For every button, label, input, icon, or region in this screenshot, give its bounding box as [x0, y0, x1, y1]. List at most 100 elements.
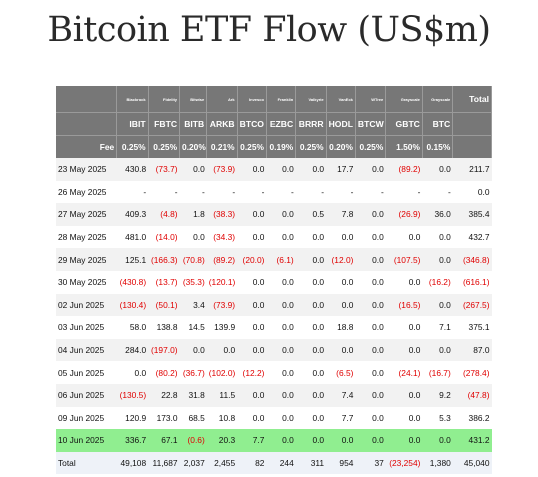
- flow-cell: 7.7: [237, 429, 267, 452]
- row-total-cell: 431.2: [452, 429, 492, 452]
- flow-cell: 5.3: [422, 406, 453, 430]
- flow-cell: 0.0: [355, 225, 386, 249]
- flow-cell: 120.9: [116, 406, 149, 430]
- flow-cell: 0.0: [355, 406, 386, 430]
- issuer-header: VanEck: [326, 86, 356, 113]
- total-cell: 1,380: [422, 451, 453, 475]
- total-header: Total: [452, 86, 492, 113]
- flow-cell: (14.0): [148, 225, 180, 249]
- flow-cell: 430.8: [116, 158, 149, 181]
- flow-cell: 0.0: [295, 406, 327, 430]
- flow-cell: 20.3: [206, 429, 238, 452]
- flow-cell: (89.2): [385, 158, 423, 181]
- flow-cell: 173.0: [148, 406, 180, 430]
- flow-cell: 0.0: [237, 203, 267, 226]
- fee-cell: 0.20%: [326, 135, 356, 158]
- date-cell: 09 Jun 2025: [56, 406, 117, 430]
- flow-cell: 0.0: [237, 158, 267, 181]
- flow-cell: (73.9): [206, 158, 238, 181]
- flow-table-body: 23 May 2025 430.8 (73.7) 0.0 (73.9) 0.0 0.0 0.0…: [56, 158, 492, 475]
- total-cell: 37: [355, 451, 386, 475]
- ticker-header-row: IBIT FBTC BITB ARKB BTCO EZBC BRRR HODL BTCW GBTC…: [56, 112, 492, 136]
- flow-cell: 0.0: [266, 203, 296, 226]
- flow-cell: 58.0: [116, 316, 149, 339]
- table-row: 26 May 2025- - - - - - - - - - -0.0: [56, 180, 492, 204]
- total-cell: 11,687: [148, 451, 180, 475]
- flow-cell: 0.0: [295, 429, 327, 452]
- etf-flow-table: Blackrock Fidelity Bitwise Ark Invesco Frankl…: [56, 86, 492, 475]
- total-cell: 82: [237, 451, 267, 475]
- flow-cell: 0.0: [295, 158, 327, 181]
- table-row: 05 Jun 2025 0.0 (80.2) (36.7) (102.0) (12.2) 0…: [56, 361, 492, 384]
- flow-cell: 284.0: [116, 338, 149, 362]
- flow-cell: 0.0: [237, 270, 267, 294]
- flow-cell: -: [355, 180, 386, 204]
- flow-cell: (430.8): [116, 270, 149, 294]
- issuer-header: Valkyrie: [295, 86, 327, 113]
- flow-cell: 0.0: [385, 338, 423, 362]
- flow-cell: (16.5): [385, 293, 423, 317]
- flow-cell: -: [237, 180, 267, 204]
- flow-cell: (36.7): [179, 361, 207, 384]
- flow-cell: (13.7): [148, 270, 180, 294]
- issuer-header: Bitwise: [179, 86, 208, 113]
- flow-cell: (107.5): [385, 248, 423, 271]
- flow-cell: 0.0: [422, 248, 453, 271]
- date-cell: 26 May 2025: [56, 180, 117, 204]
- flow-cell: 0.0: [385, 406, 423, 430]
- flow-cell: 0.0: [422, 338, 453, 362]
- flow-cell: (73.7): [148, 158, 180, 181]
- flow-cell: 17.7: [326, 158, 356, 181]
- flow-cell: 0.0: [355, 316, 386, 339]
- fee-row: Fee 0.25% 0.25% 0.20% 0.21% 0.25% 0.19% 0.25% 0…: [56, 135, 492, 158]
- flow-cell: 10.8: [206, 406, 238, 430]
- flow-cell: (12.0): [326, 248, 356, 271]
- row-total-cell: 385.4: [452, 203, 492, 226]
- flow-cell: 0.0: [355, 203, 386, 226]
- date-cell: 30 May 2025: [56, 270, 117, 294]
- row-total-cell: (278.4): [452, 361, 492, 384]
- row-total-cell: 87.0: [452, 338, 492, 362]
- fee-cell: 0.25%: [237, 135, 267, 158]
- flow-cell: 0.0: [295, 293, 327, 317]
- total-cell: 244: [266, 451, 296, 475]
- flow-cell: (35.3): [179, 270, 207, 294]
- flow-cell: (34.3): [206, 225, 238, 249]
- flow-cell: 0.0: [326, 270, 356, 294]
- flow-cell: 138.8: [148, 316, 180, 339]
- table-row: 28 May 2025 481.0 (14.0) 0.0 (34.3) 0.0 0.0 0.0…: [56, 225, 492, 249]
- table-row: 27 May 2025 409.3 (4.8) 1.8 (38.3) 0.0 0.0 0.5 7…: [56, 203, 492, 226]
- flow-cell: 67.1: [148, 429, 180, 452]
- flow-cell: (197.0): [148, 338, 180, 362]
- flow-cell: 0.0: [385, 429, 423, 452]
- flow-cell: 31.8: [179, 383, 207, 407]
- fee-cell: 0.20%: [179, 135, 208, 158]
- total-label: Total: [56, 451, 117, 475]
- fee-cell: 0.25%: [355, 135, 387, 158]
- total-cell: 2,455: [206, 451, 238, 475]
- fee-cell: 0.25%: [148, 135, 181, 158]
- flow-cell: 0.0: [237, 225, 267, 249]
- fee-cell: 0.25%: [116, 135, 149, 158]
- flow-cell: 0.0: [295, 270, 327, 294]
- row-total-cell: 0.0: [452, 180, 492, 204]
- issuer-header: Fidelity: [148, 86, 181, 113]
- flow-cell: 18.8: [326, 316, 356, 339]
- total-row: Total 49,108 11,687 2,037 2,455 82 244 311 954 37…: [56, 451, 492, 475]
- flow-cell: -: [385, 180, 423, 204]
- flow-cell: 409.3: [116, 203, 149, 226]
- flow-cell: 0.0: [179, 225, 207, 249]
- row-total-cell: (267.5): [452, 293, 492, 317]
- fee-cell: 1.50%: [385, 135, 423, 158]
- flow-cell: (166.3): [148, 248, 180, 271]
- flow-cell: 481.0: [116, 225, 149, 249]
- flow-cell: 7.8: [326, 203, 356, 226]
- row-total-cell: 211.7: [452, 158, 492, 181]
- flow-cell: 0.0: [422, 293, 453, 317]
- date-cell: 23 May 2025: [56, 158, 117, 181]
- row-total-cell: 432.7: [452, 225, 492, 249]
- flow-cell: 0.0: [266, 338, 296, 362]
- flow-cell: 0.0: [295, 338, 327, 362]
- table-row: 09 Jun 2025 120.9 173.0 68.5 10.8 0.0 0.0 0.0 7.…: [56, 406, 492, 430]
- date-cell: 29 May 2025: [56, 248, 117, 271]
